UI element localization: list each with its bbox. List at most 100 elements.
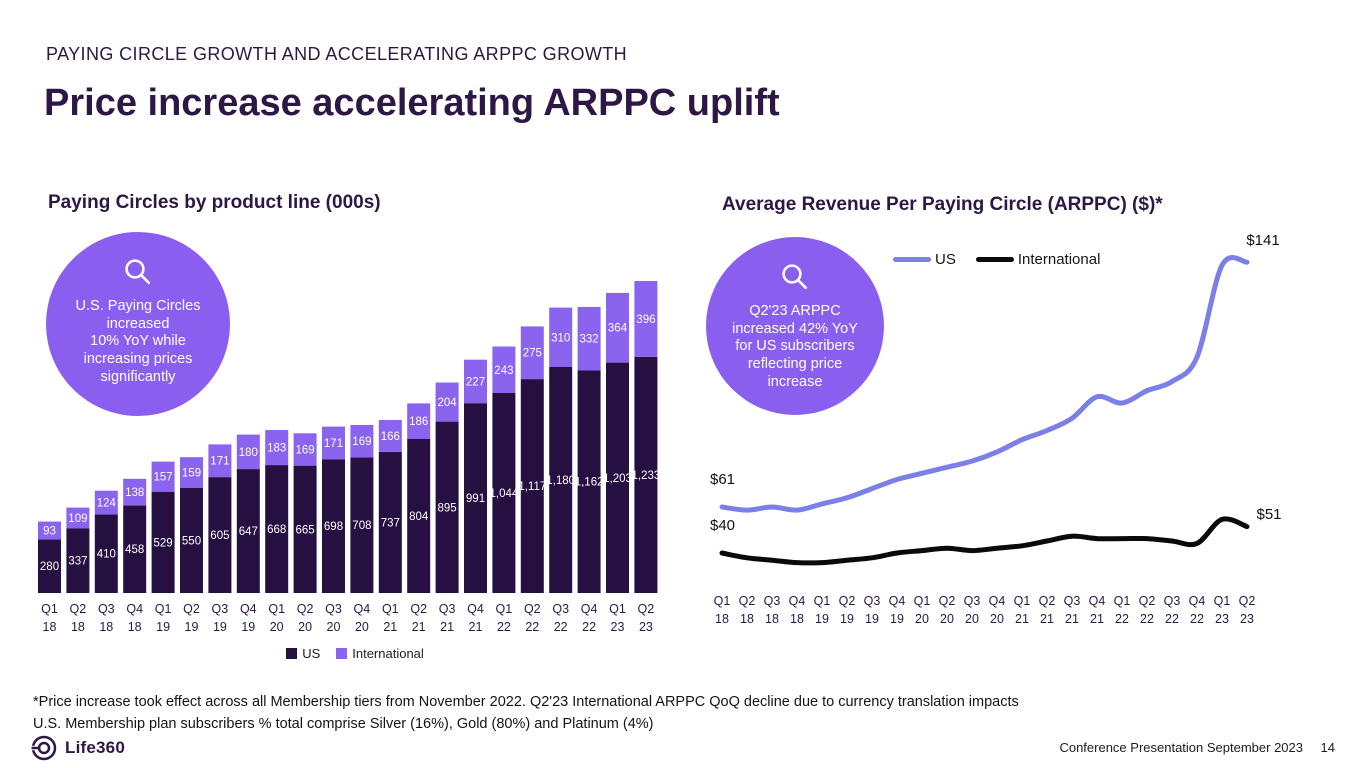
svg-text:Q1: Q1 <box>814 594 831 608</box>
svg-text:698: 698 <box>324 521 343 533</box>
svg-text:22: 22 <box>1190 612 1204 626</box>
svg-text:Q2: Q2 <box>410 602 427 616</box>
magnifier-icon <box>125 259 151 285</box>
svg-text:18: 18 <box>765 612 779 626</box>
svg-text:Q1: Q1 <box>914 594 931 608</box>
svg-text:171: 171 <box>324 438 343 450</box>
footnote: *Price increase took effect across all M… <box>33 691 1019 735</box>
legend-label-us: US <box>935 251 956 268</box>
svg-text:1,203: 1,203 <box>603 473 632 485</box>
svg-text:227: 227 <box>466 377 485 389</box>
page-title: Price increase accelerating ARPPC uplift <box>44 82 780 124</box>
svg-text:1,117: 1,117 <box>518 481 546 493</box>
svg-text:Q3: Q3 <box>764 594 781 608</box>
footer-label: Conference Presentation September 2023 <box>1059 740 1303 755</box>
svg-text:Q1: Q1 <box>609 602 626 616</box>
svg-text:21: 21 <box>1065 612 1079 626</box>
right-callout-bubble: Q2'23 ARPPC increased 42% YoY for US sub… <box>706 237 884 415</box>
svg-text:21: 21 <box>412 620 426 634</box>
svg-text:20: 20 <box>915 612 929 626</box>
line-chart-legend: US International <box>893 251 1100 268</box>
svg-text:1,180: 1,180 <box>546 475 575 487</box>
svg-text:364: 364 <box>608 323 628 335</box>
svg-text:Q4: Q4 <box>354 602 371 616</box>
svg-text:19: 19 <box>865 612 879 626</box>
svg-text:Q3: Q3 <box>552 602 569 616</box>
magnifier-icon <box>782 264 808 290</box>
svg-text:23: 23 <box>611 620 625 634</box>
svg-text:Q1: Q1 <box>1114 594 1131 608</box>
svg-text:19: 19 <box>840 612 854 626</box>
svg-text:647: 647 <box>239 526 258 538</box>
svg-text:Q2: Q2 <box>183 602 200 616</box>
svg-text:Q4: Q4 <box>126 602 143 616</box>
svg-text:171: 171 <box>210 456 229 468</box>
svg-text:529: 529 <box>154 537 173 549</box>
svg-text:18: 18 <box>790 612 804 626</box>
svg-text:138: 138 <box>125 487 144 499</box>
svg-text:20: 20 <box>327 620 341 634</box>
svg-text:20: 20 <box>270 620 284 634</box>
svg-text:22: 22 <box>525 620 539 634</box>
svg-text:275: 275 <box>523 348 542 360</box>
svg-text:Q1: Q1 <box>1014 594 1031 608</box>
legend-label-us: US <box>302 646 321 661</box>
svg-text:166: 166 <box>381 431 400 443</box>
svg-text:180: 180 <box>239 447 258 459</box>
svg-text:550: 550 <box>182 535 201 547</box>
legend-label-international: International <box>352 646 424 661</box>
svg-text:Q3: Q3 <box>1064 594 1081 608</box>
svg-text:Q2: Q2 <box>70 602 87 616</box>
svg-text:Q1: Q1 <box>496 602 513 616</box>
svg-text:21: 21 <box>1090 612 1104 626</box>
svg-text:Q3: Q3 <box>325 602 342 616</box>
svg-text:169: 169 <box>296 444 315 456</box>
svg-text:$40: $40 <box>710 517 735 534</box>
svg-text:280: 280 <box>40 561 59 573</box>
svg-text:20: 20 <box>355 620 369 634</box>
svg-text:23: 23 <box>1240 612 1254 626</box>
legend-item-us: US <box>893 251 956 268</box>
svg-text:Q2: Q2 <box>739 594 756 608</box>
svg-text:204: 204 <box>438 397 458 409</box>
svg-text:21: 21 <box>383 620 397 634</box>
svg-text:157: 157 <box>154 472 173 484</box>
svg-text:Q2: Q2 <box>297 602 314 616</box>
svg-text:243: 243 <box>494 365 513 377</box>
svg-text:1,044: 1,044 <box>490 488 519 500</box>
svg-text:18: 18 <box>715 612 729 626</box>
svg-text:159: 159 <box>182 467 201 479</box>
svg-text:20: 20 <box>990 612 1004 626</box>
svg-text:605: 605 <box>210 530 229 542</box>
svg-text:$141: $141 <box>1246 232 1279 249</box>
svg-text:991: 991 <box>466 493 485 505</box>
svg-text:310: 310 <box>551 332 570 344</box>
svg-text:23: 23 <box>639 620 653 634</box>
svg-text:18: 18 <box>43 620 57 634</box>
svg-text:$51: $51 <box>1256 506 1281 523</box>
svg-text:18: 18 <box>99 620 113 634</box>
svg-text:Q1: Q1 <box>268 602 285 616</box>
footer-brand: Life360 <box>30 734 125 762</box>
international-bar-swatch <box>336 648 348 659</box>
svg-text:396: 396 <box>636 314 655 326</box>
svg-text:332: 332 <box>580 334 599 346</box>
svg-text:Q4: Q4 <box>889 594 906 608</box>
svg-text:Q4: Q4 <box>1189 594 1206 608</box>
svg-text:Q3: Q3 <box>864 594 881 608</box>
svg-text:895: 895 <box>438 502 457 514</box>
page-number: 14 <box>1320 740 1335 755</box>
svg-text:Q2: Q2 <box>638 602 655 616</box>
svg-text:Q4: Q4 <box>989 594 1006 608</box>
svg-text:Q3: Q3 <box>1164 594 1181 608</box>
svg-text:21: 21 <box>1040 612 1054 626</box>
svg-text:Q1: Q1 <box>382 602 399 616</box>
svg-text:18: 18 <box>71 620 85 634</box>
brand-name: Life360 <box>65 738 125 757</box>
svg-text:1,162: 1,162 <box>575 477 604 489</box>
svg-text:21: 21 <box>1015 612 1029 626</box>
stacked-bar-chart: 280 93 Q1 18 337 109 Q2 18 410 124 Q3 18 458 138 Q4 18 5… <box>38 281 660 634</box>
svg-text:Q2: Q2 <box>1039 594 1056 608</box>
svg-text:18: 18 <box>740 612 754 626</box>
